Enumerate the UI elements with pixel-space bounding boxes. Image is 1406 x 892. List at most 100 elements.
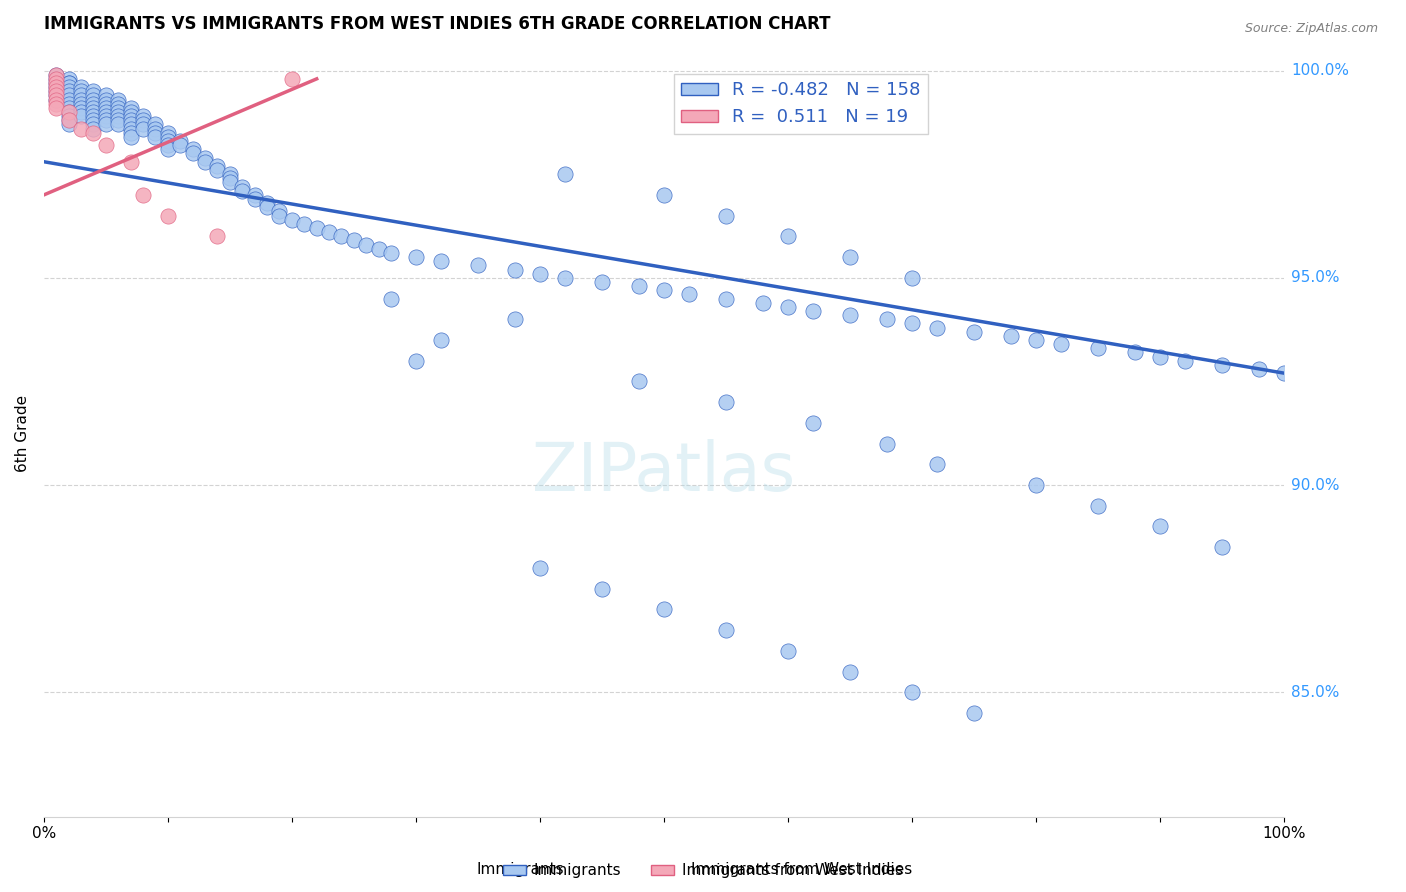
Point <box>1025 333 1047 347</box>
Point <box>231 184 253 198</box>
Point <box>70 84 93 98</box>
Legend: Immigrants, Immigrants from West Indies: Immigrants, Immigrants from West Indies <box>496 857 910 884</box>
Point <box>714 209 737 223</box>
Point <box>1000 328 1022 343</box>
Point <box>1211 358 1233 372</box>
Text: ZIPatlas: ZIPatlas <box>533 439 796 505</box>
Point <box>925 458 948 472</box>
Point <box>156 134 179 148</box>
Point <box>194 154 217 169</box>
Point <box>45 68 67 82</box>
Point <box>107 96 129 111</box>
Point <box>132 118 155 132</box>
Point <box>169 138 191 153</box>
Point <box>45 93 67 107</box>
Point <box>156 138 179 153</box>
Point <box>120 121 142 136</box>
Point <box>82 105 104 120</box>
Point <box>45 101 67 115</box>
Point <box>70 101 93 115</box>
Point <box>82 121 104 136</box>
Point <box>82 84 104 98</box>
Point <box>58 93 80 107</box>
Text: Immigrants from West Indies: Immigrants from West Indies <box>690 863 912 877</box>
Point <box>1025 478 1047 492</box>
Point <box>963 325 986 339</box>
Point <box>58 105 80 120</box>
Point <box>70 109 93 123</box>
Point <box>776 300 799 314</box>
Point <box>652 283 675 297</box>
Point <box>58 113 80 128</box>
Point <box>70 88 93 103</box>
Point <box>1174 353 1197 368</box>
Point <box>120 154 142 169</box>
Point <box>714 395 737 409</box>
Point <box>554 167 576 181</box>
Point <box>94 113 117 128</box>
Point <box>405 353 427 368</box>
Point <box>318 225 340 239</box>
Point <box>58 109 80 123</box>
Point <box>70 93 93 107</box>
Point <box>169 134 191 148</box>
Point <box>45 71 67 86</box>
Point <box>467 258 489 272</box>
Point <box>94 109 117 123</box>
Point <box>58 118 80 132</box>
Point <box>107 105 129 120</box>
Point <box>678 287 700 301</box>
Point <box>120 118 142 132</box>
Point <box>1123 345 1146 359</box>
Point <box>281 212 304 227</box>
Point <box>156 209 179 223</box>
Text: 90.0%: 90.0% <box>1291 477 1340 492</box>
Point <box>45 96 67 111</box>
Point <box>503 312 526 326</box>
Point <box>925 320 948 334</box>
Point <box>145 121 167 136</box>
Point <box>107 93 129 107</box>
Point <box>591 582 613 596</box>
Point <box>330 229 353 244</box>
Point <box>207 163 229 178</box>
Point <box>156 126 179 140</box>
Point <box>628 279 651 293</box>
Point <box>94 138 117 153</box>
Point <box>181 142 204 156</box>
Point <box>70 80 93 95</box>
Point <box>58 71 80 86</box>
Point <box>901 270 924 285</box>
Point <box>876 312 898 326</box>
Point <box>94 93 117 107</box>
Point <box>591 275 613 289</box>
Point <box>70 96 93 111</box>
Point <box>156 142 179 156</box>
Point <box>120 126 142 140</box>
Point <box>120 101 142 115</box>
Point <box>380 292 402 306</box>
Point <box>145 118 167 132</box>
Point <box>58 88 80 103</box>
Text: IMMIGRANTS VS IMMIGRANTS FROM WEST INDIES 6TH GRADE CORRELATION CHART: IMMIGRANTS VS IMMIGRANTS FROM WEST INDIE… <box>44 15 831 33</box>
Point <box>243 187 266 202</box>
Point <box>82 126 104 140</box>
Point <box>58 101 80 115</box>
Point <box>94 105 117 120</box>
Point <box>269 204 291 219</box>
Point <box>82 88 104 103</box>
Y-axis label: 6th Grade: 6th Grade <box>15 394 30 472</box>
Point <box>132 113 155 128</box>
Point <box>963 706 986 720</box>
Point <box>58 80 80 95</box>
Point <box>1049 337 1071 351</box>
Point <box>45 88 67 103</box>
Point <box>652 602 675 616</box>
Point <box>45 84 67 98</box>
Point <box>503 262 526 277</box>
Point <box>82 101 104 115</box>
Text: Source: ZipAtlas.com: Source: ZipAtlas.com <box>1244 22 1378 36</box>
Point <box>58 96 80 111</box>
Point <box>628 375 651 389</box>
Point <box>838 665 860 679</box>
